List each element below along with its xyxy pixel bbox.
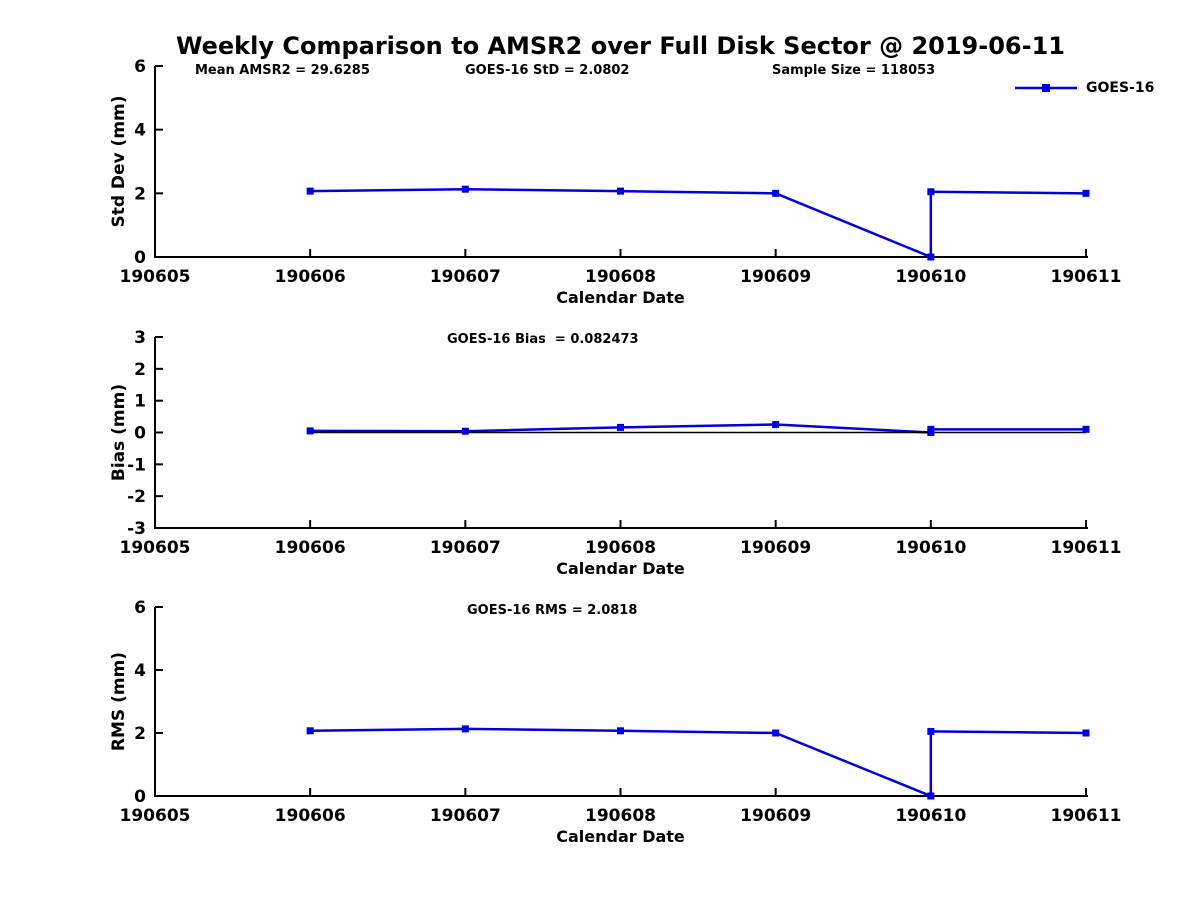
data-point-marker bbox=[927, 727, 935, 735]
data-point-marker bbox=[772, 189, 780, 197]
x-tick-label: 190605 bbox=[120, 538, 191, 558]
data-point-marker bbox=[927, 253, 935, 261]
data-point-marker bbox=[1082, 425, 1090, 433]
data-point-marker bbox=[1082, 189, 1090, 197]
y-tick-label: 4 bbox=[134, 121, 146, 141]
x-tick-label: 190607 bbox=[430, 267, 501, 287]
x-tick-label: 190607 bbox=[430, 538, 501, 558]
x-tick-label: 190609 bbox=[740, 538, 811, 558]
y-tick-label: 2 bbox=[134, 360, 146, 380]
x-tick-label: 190610 bbox=[895, 267, 966, 287]
x-axis-title: Calendar Date bbox=[556, 288, 685, 307]
y-tick-label: 0 bbox=[134, 248, 146, 268]
y-axis-title: Bias (mm) bbox=[109, 384, 129, 481]
y-tick-label: 4 bbox=[134, 661, 146, 681]
x-tick-label: 190611 bbox=[1051, 538, 1122, 558]
stat-annotation: GOES-16 Bias = 0.082473 bbox=[447, 332, 639, 347]
data-point-marker bbox=[927, 188, 935, 196]
data-point-marker bbox=[617, 187, 624, 195]
data-point-marker bbox=[461, 725, 469, 733]
goes-16-line bbox=[310, 187, 1087, 259]
page-title: Weekly Comparison to AMSR2 over Full Dis… bbox=[176, 32, 1065, 60]
goes-16-line bbox=[310, 423, 1086, 434]
y-tick-label: -1 bbox=[127, 455, 146, 475]
data-point-marker bbox=[772, 421, 780, 429]
x-tick-label: 190606 bbox=[275, 806, 346, 826]
x-tick-label: 190608 bbox=[585, 538, 656, 558]
x-tick-label: 190607 bbox=[430, 806, 501, 826]
stat-annotation: GOES-16 StD = 2.0802 bbox=[465, 63, 629, 78]
y-tick-label: 3 bbox=[134, 328, 146, 348]
x-tick-label: 190605 bbox=[120, 806, 191, 826]
x-tick-label: 190611 bbox=[1051, 267, 1122, 287]
y-tick-label: 0 bbox=[134, 787, 146, 807]
y-tick-label: 6 bbox=[134, 57, 146, 77]
x-tick-label: 190606 bbox=[275, 538, 346, 558]
data-point-marker bbox=[461, 185, 469, 193]
y-axis-title: Std Dev (mm) bbox=[109, 95, 129, 227]
stat-annotation: Mean AMSR2 = 29.6285 bbox=[195, 63, 370, 78]
data-point-marker bbox=[617, 727, 624, 735]
stat-annotation: Sample Size = 118053 bbox=[772, 63, 935, 78]
stat-annotation: GOES-16 RMS = 2.0818 bbox=[467, 603, 637, 618]
y-tick-label: 1 bbox=[134, 392, 146, 412]
x-tick-label: 190608 bbox=[585, 267, 656, 287]
y-axis-title: RMS (mm) bbox=[109, 652, 129, 751]
y-tick-label: 2 bbox=[134, 724, 146, 744]
subplot-bias: -3 -2 -1 0 1 2 3 190605 190606 190607 190608 190609… bbox=[109, 328, 1121, 578]
x-tick-label: 190610 bbox=[895, 806, 966, 826]
data-point-marker bbox=[306, 187, 314, 195]
x-axis-title: Calendar Date bbox=[556, 827, 685, 846]
subplot-rms: 0 2 4 6 190605 190606 190607 190608 190609 190610… bbox=[109, 598, 1121, 846]
x-tick-label: 190606 bbox=[275, 267, 346, 287]
x-tick-label: 190609 bbox=[740, 267, 811, 287]
y-tick-label: 0 bbox=[134, 424, 146, 444]
x-axis-title: Calendar Date bbox=[556, 559, 685, 578]
y-tick-label: 6 bbox=[134, 598, 146, 618]
y-tick-label: -3 bbox=[127, 519, 146, 539]
x-tick-label: 190605 bbox=[120, 267, 191, 287]
data-point-marker bbox=[772, 729, 780, 737]
data-point-marker bbox=[306, 427, 314, 435]
legend-line-marker-icon bbox=[1015, 84, 1077, 92]
data-point-marker bbox=[306, 727, 314, 735]
legend-series-label: GOES-16 bbox=[1086, 80, 1155, 96]
goes-16-line bbox=[310, 727, 1087, 798]
x-tick-label: 190609 bbox=[740, 806, 811, 826]
y-tick-label: 2 bbox=[134, 184, 146, 204]
y-tick-label: -2 bbox=[127, 487, 146, 507]
data-point-marker bbox=[927, 425, 935, 433]
data-point-marker bbox=[1082, 729, 1090, 737]
data-point-marker bbox=[927, 792, 935, 800]
data-point-marker bbox=[461, 427, 469, 435]
legend: GOES-16 bbox=[1014, 80, 1154, 96]
x-tick-label: 190608 bbox=[585, 806, 656, 826]
subplot-std-dev: 0 2 4 6 190605 190606 190607 190608 190609 190610… bbox=[109, 57, 1121, 307]
data-point-marker bbox=[617, 423, 624, 431]
x-tick-label: 190611 bbox=[1051, 806, 1122, 826]
x-tick-label: 190610 bbox=[895, 538, 966, 558]
